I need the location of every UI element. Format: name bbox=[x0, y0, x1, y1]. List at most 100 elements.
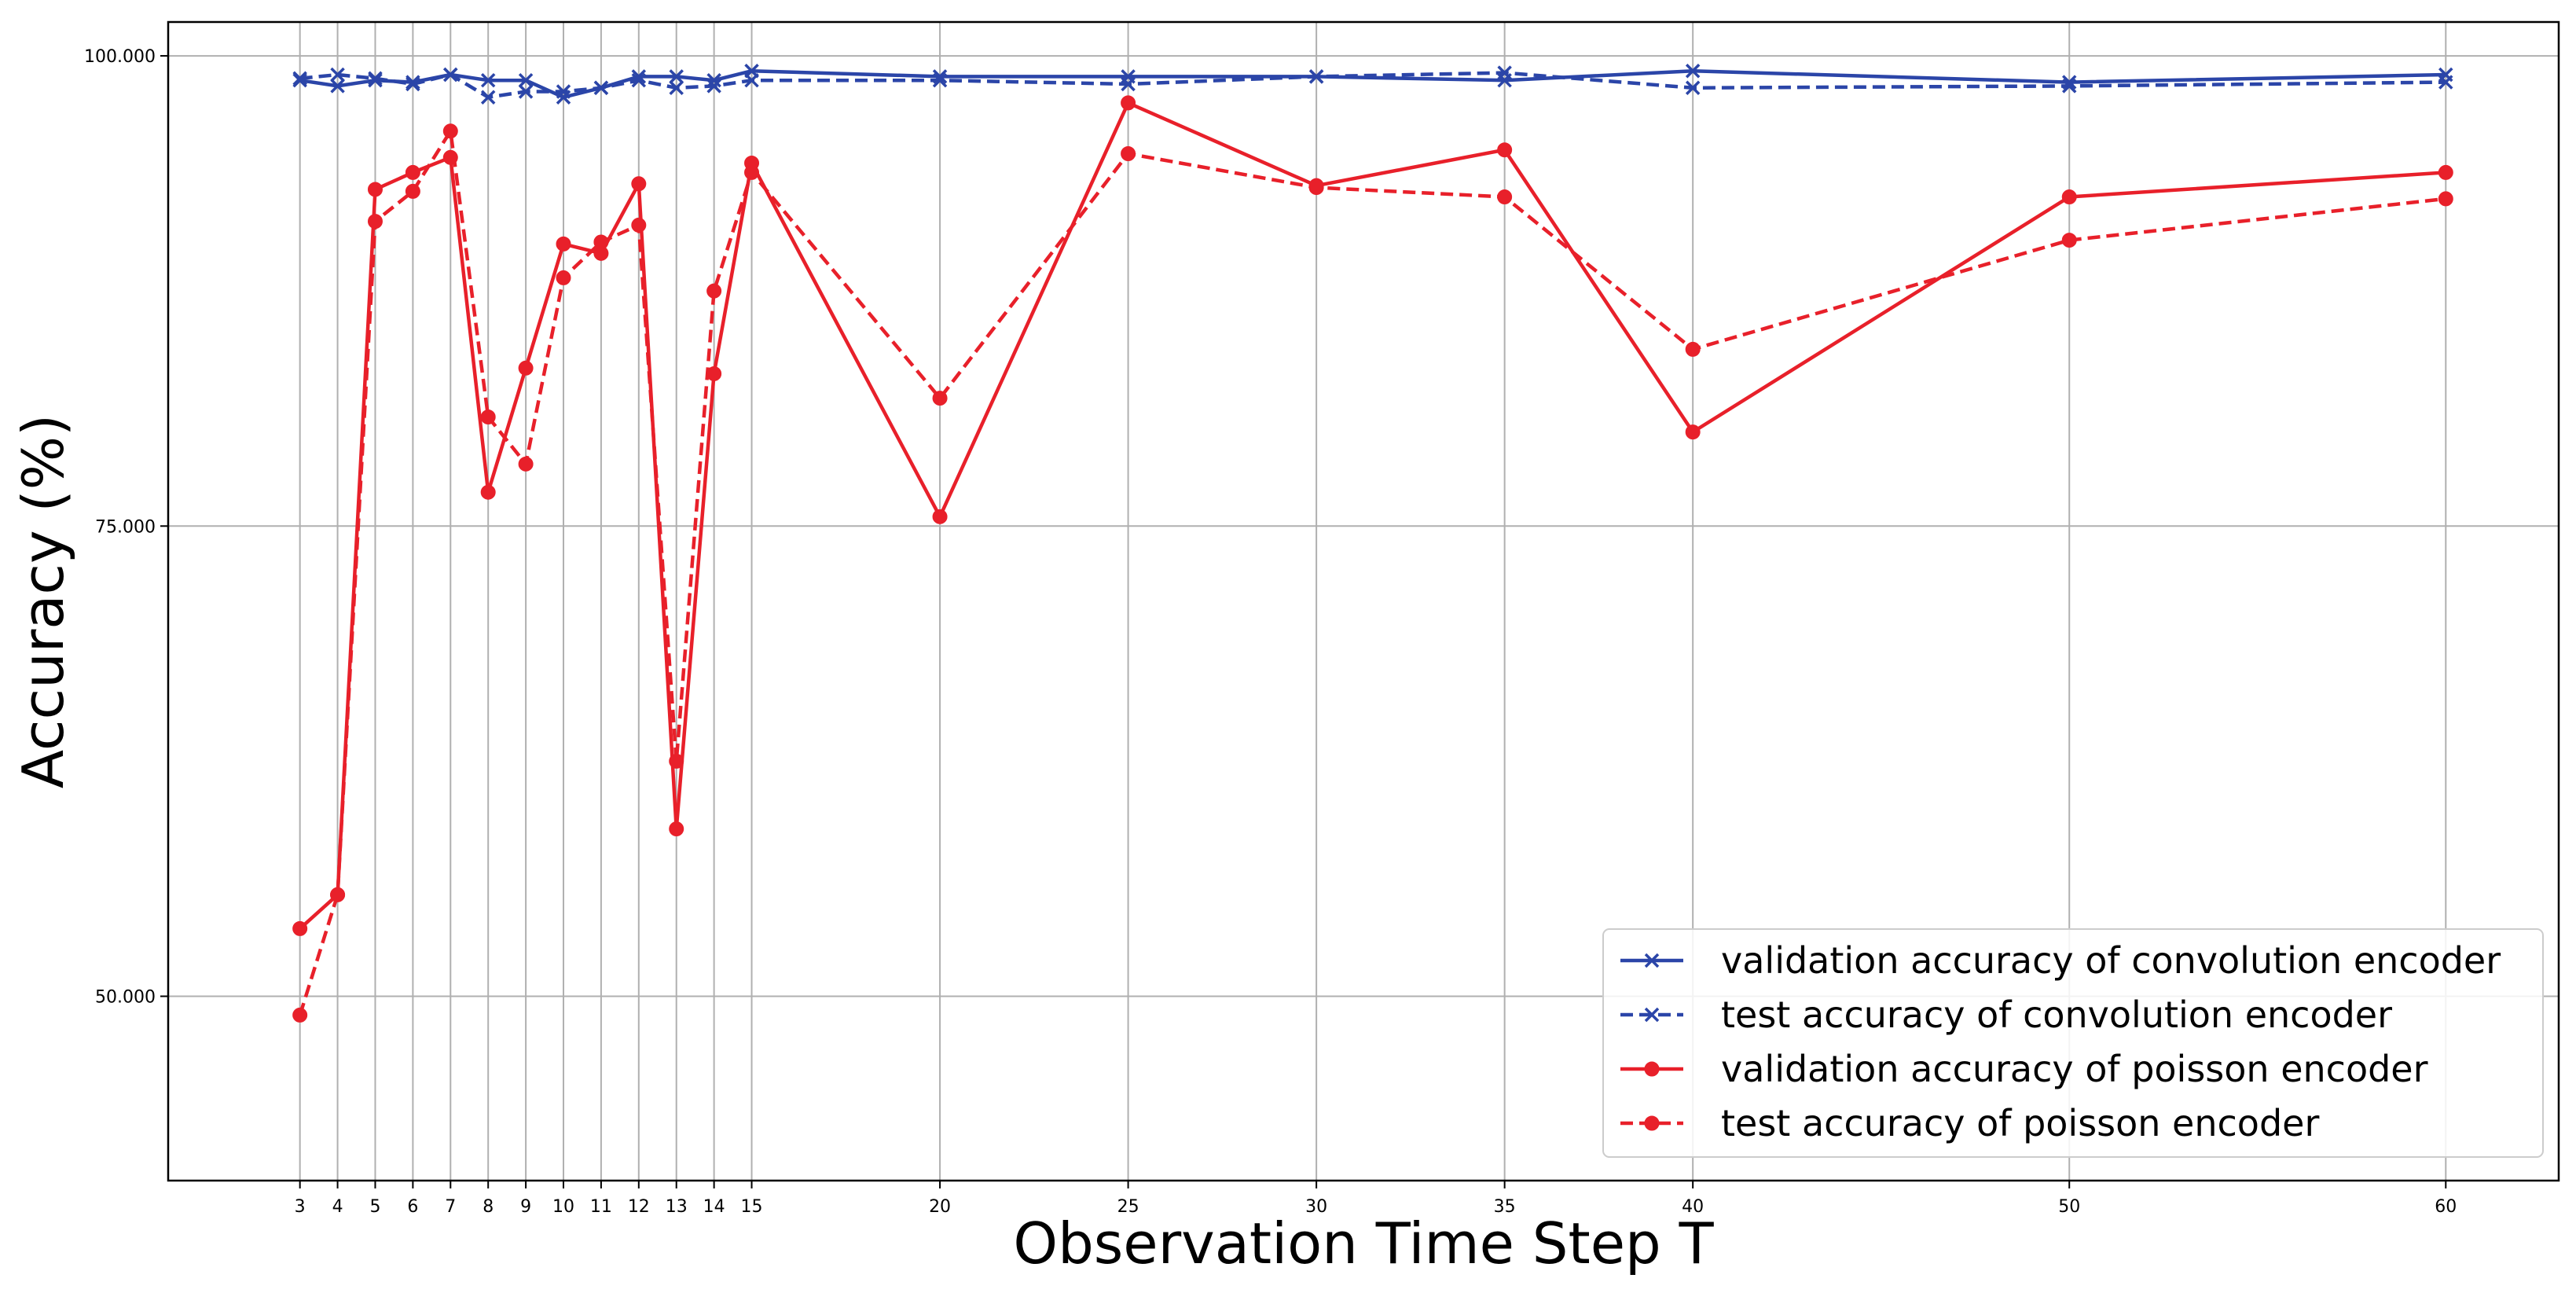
data-point bbox=[1121, 76, 1136, 92]
data-point bbox=[932, 72, 948, 88]
series-2 bbox=[292, 95, 2453, 936]
data-point bbox=[593, 80, 609, 95]
data-point bbox=[1121, 95, 1136, 111]
legend-item: validation accuracy of convolution encod… bbox=[1620, 939, 2501, 982]
data-point bbox=[405, 164, 420, 180]
data-point bbox=[2438, 191, 2453, 207]
data-point bbox=[518, 456, 534, 472]
data-point bbox=[556, 270, 571, 285]
data-point bbox=[1685, 341, 1701, 357]
data-point bbox=[669, 69, 684, 84]
data-point bbox=[669, 753, 684, 769]
data-point bbox=[744, 164, 760, 180]
x-tick-label: 25 bbox=[1117, 1197, 1139, 1217]
x-tick-label: 13 bbox=[666, 1197, 688, 1217]
data-point bbox=[593, 234, 609, 250]
y-tick-label: 50.000 bbox=[95, 988, 156, 1008]
data-point bbox=[2061, 189, 2077, 205]
x-tick-label: 3 bbox=[295, 1197, 306, 1217]
x-tick-label: 40 bbox=[1682, 1197, 1704, 1217]
data-point bbox=[1497, 142, 1513, 158]
x-tick-label: 30 bbox=[1305, 1197, 1327, 1217]
data-point bbox=[292, 71, 307, 86]
legend-item: test accuracy of convolution encoder bbox=[1620, 994, 2392, 1036]
data-point bbox=[367, 182, 383, 197]
y-axis-label: Accuracy (%) bbox=[10, 414, 76, 788]
x-tick-label: 6 bbox=[407, 1197, 418, 1217]
legend-items: validation accuracy of convolution encod… bbox=[1620, 939, 2501, 1144]
data-point bbox=[480, 72, 496, 88]
data-point bbox=[292, 920, 308, 936]
x-tick-label: 35 bbox=[1494, 1197, 1516, 1217]
data-point bbox=[330, 79, 345, 94]
data-point bbox=[2061, 79, 2077, 94]
legend-item: test accuracy of poisson encoder bbox=[1620, 1102, 2319, 1144]
legend-label: validation accuracy of convolution encod… bbox=[1721, 939, 2501, 982]
data-point bbox=[405, 76, 420, 92]
x-tick-label: 5 bbox=[369, 1197, 380, 1217]
x-tick-label: 20 bbox=[929, 1197, 951, 1217]
data-point bbox=[932, 391, 948, 406]
data-point bbox=[706, 79, 721, 94]
data-point bbox=[292, 1007, 308, 1023]
data-point bbox=[518, 360, 534, 376]
series-3 bbox=[292, 123, 2453, 1023]
series-1 bbox=[292, 65, 2453, 105]
data-point bbox=[669, 80, 684, 95]
legend-marker bbox=[1644, 1115, 1660, 1131]
plot-frame bbox=[167, 20, 2560, 1182]
data-point bbox=[480, 410, 496, 424]
series-line bbox=[299, 71, 2446, 99]
data-point bbox=[631, 217, 647, 233]
data-point bbox=[556, 236, 571, 252]
data-point bbox=[2061, 233, 2077, 248]
data-point bbox=[706, 283, 722, 299]
data-point bbox=[330, 67, 345, 83]
data-point bbox=[368, 71, 383, 86]
data-point bbox=[330, 887, 346, 902]
data-point bbox=[2438, 164, 2453, 180]
series-line bbox=[298, 129, 2446, 1016]
data-point bbox=[1497, 65, 1512, 80]
x-tick-label: 12 bbox=[628, 1197, 650, 1217]
data-point bbox=[1685, 424, 1701, 440]
x-tick-label: 11 bbox=[590, 1197, 612, 1217]
data-point bbox=[1685, 63, 1701, 79]
y-tick-label: 75.000 bbox=[95, 517, 156, 537]
legend-marker bbox=[1644, 1061, 1660, 1077]
data-point bbox=[1308, 69, 1324, 84]
x-tick-label: 10 bbox=[552, 1197, 574, 1217]
series-layer bbox=[292, 63, 2453, 1023]
x-tick-label: 50 bbox=[2058, 1197, 2080, 1217]
data-point bbox=[2438, 75, 2453, 90]
legend-label: test accuracy of poisson encoder bbox=[1721, 1102, 2319, 1144]
data-point bbox=[480, 90, 496, 105]
data-point bbox=[556, 84, 571, 99]
legend-label: validation accuracy of poisson encoder bbox=[1721, 1048, 2428, 1090]
data-point bbox=[405, 183, 420, 199]
x-tick-label: 15 bbox=[741, 1197, 763, 1217]
data-point bbox=[669, 821, 684, 837]
data-point bbox=[1497, 189, 1513, 205]
legend: validation accuracy of convolution encod… bbox=[1602, 928, 2544, 1158]
data-point bbox=[631, 72, 647, 88]
grid-layer bbox=[168, 22, 2559, 1181]
data-point bbox=[518, 72, 534, 88]
x-axis-label: Observation Time Step T bbox=[1013, 1210, 1714, 1276]
x-tick-label: 60 bbox=[2435, 1197, 2457, 1217]
x-tick-label: 8 bbox=[483, 1197, 494, 1217]
data-point bbox=[1685, 80, 1701, 95]
data-point bbox=[367, 214, 383, 230]
data-point bbox=[932, 509, 948, 524]
legend-marker bbox=[1644, 953, 1660, 968]
data-point bbox=[744, 72, 759, 88]
y-tick-label: 100.000 bbox=[84, 47, 156, 67]
legend-item: validation accuracy of poisson encoder bbox=[1620, 1048, 2428, 1090]
legend-box bbox=[1602, 928, 2544, 1158]
series-line bbox=[299, 101, 2446, 931]
x-tick-label: 7 bbox=[445, 1197, 456, 1217]
data-point bbox=[631, 176, 647, 192]
legend-marker bbox=[1644, 1007, 1660, 1023]
